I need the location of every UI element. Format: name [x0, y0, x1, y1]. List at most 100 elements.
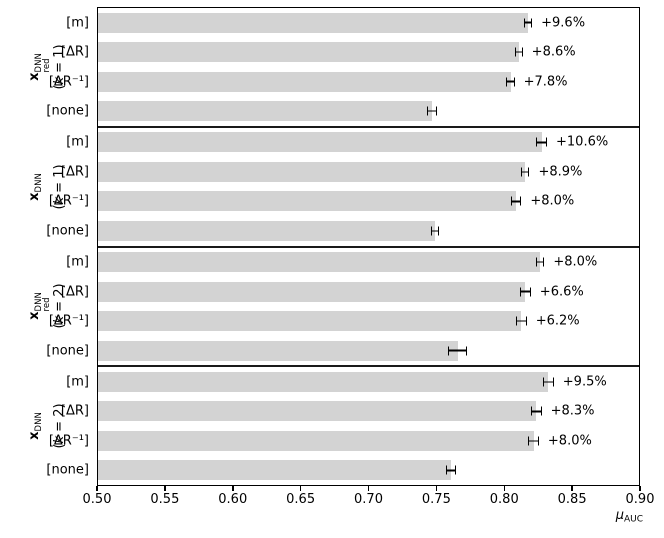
group-variable: x	[27, 311, 43, 321]
bar	[98, 311, 522, 332]
bar-annotation: +8.0%	[530, 193, 575, 209]
error-bar-line	[431, 230, 438, 232]
bar	[98, 71, 511, 92]
bar	[98, 132, 542, 153]
category-tick-label: [m]	[66, 254, 89, 270]
bar-annotation: +10.6%	[556, 134, 609, 150]
category-tick-label: [ΔR⁻¹]	[48, 193, 89, 209]
category-tick-label: [ΔR]	[60, 284, 89, 300]
bar-annotation: +8.0%	[553, 254, 598, 270]
category-tick-label: [ΔR]	[60, 403, 89, 419]
group-supsub: DNN red	[34, 53, 53, 73]
category-tick-label: [m]	[66, 15, 89, 31]
bar	[98, 220, 435, 241]
error-bar-line	[520, 290, 530, 293]
error-bar-line	[516, 320, 526, 322]
bar	[98, 430, 534, 451]
x-tick	[435, 486, 438, 491]
category-tick-label: [ΔR⁻¹]	[48, 433, 89, 449]
category-tick-label: [none]	[46, 343, 89, 359]
error-bar-line	[511, 200, 521, 203]
bar	[98, 460, 451, 481]
bar	[98, 371, 549, 392]
error-bar-line	[537, 141, 547, 144]
group-subscript: red	[42, 58, 53, 73]
error-bar	[519, 287, 531, 297]
bar	[98, 252, 541, 273]
subplot: x DNN red (k = 2) [m] +8.0% [ΔR] +6.6% [ΔR⁻¹] +6.…	[27, 248, 639, 368]
error-bar	[528, 436, 539, 446]
group-supsub: DNN​	[33, 172, 53, 193]
category-tick-label: [ΔR]	[60, 44, 89, 60]
group-superscript: DNN	[33, 172, 44, 193]
plot-area: x DNN red (k = 1) [m] +9.6% [ΔR] +8.6% [ΔR⁻¹] +7.…	[27, 7, 640, 486]
error-bar	[426, 106, 438, 116]
bar-annotation: +6.2%	[535, 313, 580, 329]
group-subscript: ​	[44, 173, 53, 192]
category-tick-label: [m]	[66, 134, 89, 150]
bar-annotation: +8.6%	[531, 44, 576, 60]
bar	[98, 101, 433, 122]
x-tick	[96, 486, 98, 491]
group-variable: x	[27, 431, 43, 440]
x-tick-label: 0.80	[489, 492, 519, 507]
bar	[98, 281, 526, 302]
x-tick	[367, 486, 370, 491]
x-tick-label: 0.50	[82, 492, 112, 507]
x-tick	[164, 486, 166, 491]
bar	[98, 12, 529, 33]
error-bar-line	[543, 381, 553, 383]
bar-annotation: +8.0%	[547, 433, 592, 449]
error-bar-line	[531, 410, 541, 413]
error-bar	[430, 226, 439, 236]
category-tick-label: [none]	[46, 103, 89, 119]
x-tick-label: 0.65	[286, 492, 316, 507]
error-bar	[445, 465, 457, 475]
bar-annotation: +9.5%	[562, 374, 607, 390]
group-supsub: DNN​	[34, 412, 53, 431]
bar	[98, 42, 519, 63]
error-bar	[448, 346, 468, 356]
category-tick-label: [ΔR⁻¹]	[48, 313, 89, 329]
bar	[98, 191, 516, 212]
error-bar	[536, 137, 548, 147]
bar	[98, 340, 458, 361]
x-tick-label: 0.75	[421, 492, 451, 507]
x-tick	[639, 486, 641, 491]
x-axis-label-symbol: μ	[615, 508, 624, 523]
x-tick	[299, 486, 302, 491]
error-bar-line	[525, 21, 532, 24]
x-tick	[232, 486, 234, 491]
group-subscript: ​	[44, 412, 53, 431]
x-tick	[571, 486, 573, 491]
bar	[98, 161, 526, 182]
group-supsub: DNN red	[34, 293, 53, 312]
category-tick-label: [ΔR⁻¹]	[48, 74, 89, 90]
category-tick-label: [ΔR]	[60, 164, 89, 180]
error-bar-line	[529, 440, 538, 442]
x-tick-label: 0.55	[150, 492, 180, 507]
error-bar-line	[507, 80, 514, 83]
x-axis-label-subscript: AUC	[623, 514, 643, 525]
bar	[98, 401, 537, 422]
error-bar-line	[522, 171, 529, 173]
subplot: x DNN red (k = 1) [m] +9.6% [ΔR] +8.6% [ΔR⁻¹] +7.…	[27, 8, 639, 128]
error-bar	[515, 316, 527, 326]
error-bar	[506, 77, 515, 87]
error-bar	[510, 196, 522, 206]
error-bar	[524, 18, 533, 28]
error-bar-line	[446, 469, 456, 472]
x-tick	[503, 486, 505, 491]
error-bar-line	[449, 349, 467, 352]
x-tick-label: 0.70	[354, 492, 383, 507]
bar-annotation: +6.6%	[539, 284, 584, 300]
group-subscript: red	[42, 297, 53, 312]
error-bar	[521, 167, 530, 177]
bar-annotation: +9.6%	[541, 15, 586, 31]
x-tick-label: 0.85	[557, 492, 587, 507]
bar-annotation: +8.3%	[550, 403, 595, 419]
group-variable: x	[27, 192, 43, 201]
